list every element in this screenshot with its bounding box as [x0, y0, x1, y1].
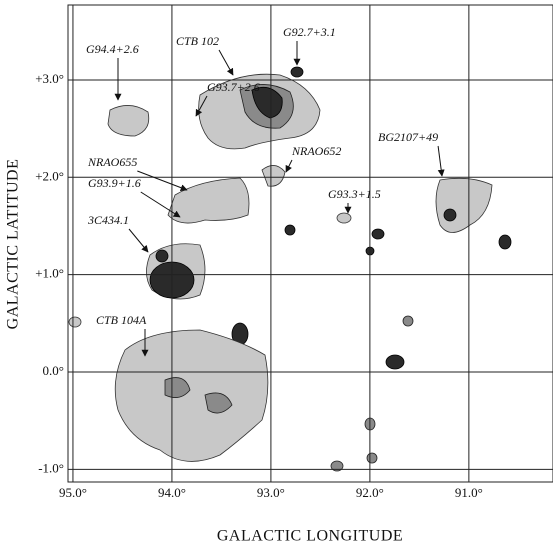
y-axis-title: GALACTIC LATITUDE: [5, 159, 22, 330]
plot-frame: [67, 4, 553, 483]
pointer-arrow: [140, 191, 181, 218]
source-label: BG2107+49: [378, 130, 438, 144]
source-label: CTB 102: [176, 34, 219, 48]
source-label: G92.7+3.1: [283, 25, 336, 39]
x-tick-label: 91.0°: [455, 485, 483, 500]
x-tick-label: 95.0°: [59, 485, 87, 500]
source-label: NRAO652: [291, 144, 341, 158]
y-tick-label: -1.0°: [38, 460, 64, 475]
x-axis-title: GALACTIC LONGITUDE: [217, 528, 403, 545]
pointer-arrow: [128, 228, 149, 253]
y-tick-label: +3.0°: [35, 71, 64, 86]
y-tick-label: 0.0°: [43, 363, 64, 378]
x-tick-label: 94.0°: [158, 485, 186, 500]
source-label: 3C434.1: [87, 213, 129, 227]
x-tick-label: 92.0°: [356, 485, 384, 500]
source-label: CTB 104A: [96, 313, 147, 327]
pointer-arrow: [285, 159, 293, 173]
pointer-arrow: [195, 95, 208, 117]
source-label: G93.3+1.5: [328, 187, 381, 201]
emission: [68, 66, 512, 472]
y-tick-label: +2.0°: [35, 168, 64, 183]
pointer-arrow: [137, 170, 188, 192]
pointer-arrow: [437, 145, 445, 177]
source-label: G93.9+1.6: [88, 176, 141, 190]
source-label: G94.4+2.6: [86, 42, 139, 56]
x-tick-label: 93.0°: [257, 485, 285, 500]
source-label: NRAO655: [87, 155, 137, 169]
source-label: G93.7+2.6: [207, 80, 260, 94]
y-tick-label: +1.0°: [35, 266, 64, 281]
pointer-arrow: [218, 49, 234, 76]
